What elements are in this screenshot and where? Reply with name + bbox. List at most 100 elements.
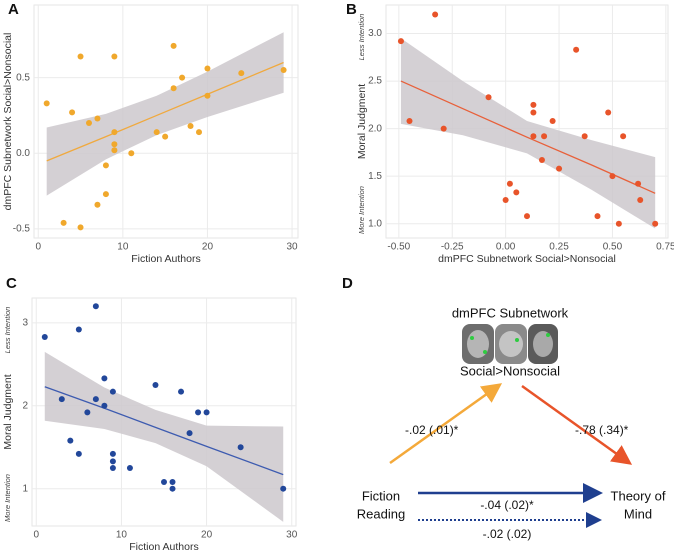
data-point — [635, 180, 642, 187]
data-point — [170, 85, 177, 92]
path-a-label: -.02 (.01)* — [405, 423, 459, 437]
x-tick-label: 0 — [35, 242, 41, 253]
data-point — [513, 189, 520, 196]
data-point — [440, 125, 447, 132]
data-point — [538, 157, 545, 164]
mediator-label: Social>Nonsocial — [460, 363, 560, 378]
x-axis-title: Fiction Authors — [131, 253, 200, 265]
data-point — [179, 74, 186, 81]
data-point — [77, 53, 84, 60]
data-point — [161, 479, 167, 486]
regression-line — [44, 386, 284, 476]
y-axis-note: Less Intention — [357, 14, 366, 61]
y-tick-label: 2.0 — [368, 123, 382, 134]
data-point — [178, 388, 185, 395]
data-point — [109, 388, 116, 395]
path-a-arrow — [389, 383, 503, 465]
confidence-band — [46, 32, 284, 196]
x-tick-label: -0.25 — [441, 242, 464, 253]
data-point — [92, 303, 99, 310]
y-axis-title: dmPFC Subnetwork Social>Nonsocial — [2, 33, 14, 211]
data-point — [75, 326, 82, 333]
data-point — [126, 464, 133, 471]
data-point — [615, 220, 622, 227]
data-point — [204, 92, 211, 99]
x-tick-label: 30 — [287, 242, 299, 253]
data-point — [594, 213, 601, 220]
y-tick-label: 3.0 — [368, 28, 382, 39]
data-point — [530, 109, 537, 116]
target-label: Theory of — [611, 488, 666, 503]
x-tick-label: 0.00 — [496, 242, 516, 253]
data-point — [67, 437, 74, 444]
data-point — [186, 430, 193, 437]
data-point — [111, 141, 118, 148]
data-point — [109, 464, 116, 471]
data-point — [102, 191, 109, 198]
y-tick-label: 0.0 — [16, 148, 30, 159]
data-point — [397, 38, 404, 45]
path-c-prime-label: -.02 (.02) — [483, 527, 532, 541]
target-label: Mind — [624, 506, 652, 521]
data-point — [196, 129, 202, 136]
data-point — [111, 129, 118, 136]
x-tick-label: 0.50 — [603, 242, 623, 253]
mediator-label: dmPFC Subnetwork — [452, 305, 569, 320]
data-point — [524, 213, 530, 220]
data-point — [77, 224, 84, 231]
data-point — [187, 123, 194, 130]
data-point — [620, 133, 627, 140]
data-point — [109, 450, 116, 457]
data-point — [101, 402, 108, 409]
panel-label: A — [8, 1, 19, 18]
roi-dot — [470, 336, 474, 340]
data-point — [609, 173, 616, 180]
x-tick-label: 20 — [201, 530, 213, 541]
data-point — [162, 133, 169, 140]
brain-images — [462, 324, 558, 364]
data-point — [432, 11, 439, 18]
x-tick-label: 20 — [202, 242, 214, 253]
regression-line — [46, 61, 284, 162]
y-axis-note: More Intention — [357, 186, 366, 234]
data-point — [195, 409, 202, 416]
y-axis-note: More Intention — [3, 474, 12, 522]
x-tick-label: 30 — [286, 530, 298, 541]
data-point — [75, 450, 82, 457]
data-point — [153, 129, 160, 136]
data-point — [94, 201, 101, 208]
y-tick-label: 3 — [22, 318, 28, 329]
data-point — [60, 219, 67, 226]
data-point — [109, 458, 116, 465]
data-point — [58, 396, 65, 403]
data-point — [170, 42, 177, 49]
data-point — [111, 147, 118, 154]
data-point — [43, 100, 50, 107]
data-point — [169, 485, 176, 492]
data-point — [102, 162, 109, 169]
data-point — [101, 375, 108, 382]
y-tick-label: 2.5 — [368, 76, 382, 87]
source-label: Fiction — [362, 488, 400, 503]
panel-label: D — [342, 275, 353, 292]
x-axis-title: dmPFC Subnetwork Social>Nonsocial — [438, 253, 616, 265]
y-axis-title: Moral Judgment — [2, 374, 14, 449]
confidence-band — [400, 38, 656, 229]
brain-shape — [533, 331, 553, 357]
data-point — [549, 118, 556, 125]
x-tick-label: 0 — [33, 530, 39, 541]
y-tick-label: 0.5 — [16, 72, 30, 83]
panel-label: C — [6, 275, 17, 292]
data-point — [204, 65, 211, 72]
data-point — [652, 220, 659, 227]
data-point — [581, 133, 588, 140]
data-point — [605, 109, 612, 116]
data-point — [556, 165, 563, 172]
y-axis-title: Moral Judgment — [356, 84, 368, 159]
data-point — [280, 67, 287, 74]
panel-label: B — [346, 1, 357, 18]
confidence-band — [44, 351, 284, 522]
x-tick-label: -0.50 — [387, 242, 410, 253]
x-tick-label: 0.75 — [656, 242, 674, 253]
